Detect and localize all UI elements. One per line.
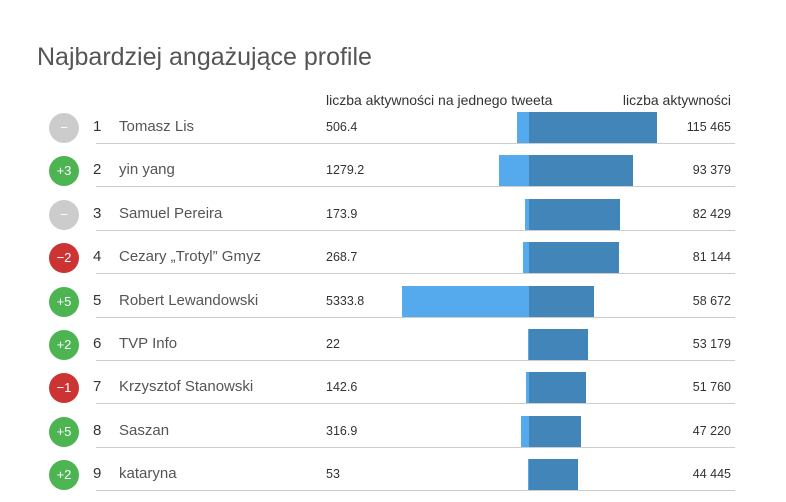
per-tweet-value: 5333.8 bbox=[326, 293, 365, 308]
total-bar bbox=[529, 242, 619, 275]
profile-name: Tomasz Lis bbox=[119, 118, 195, 135]
rank-change-badge: − bbox=[49, 113, 79, 143]
table-row: +5 8 Saszan 316.9 47 220 bbox=[0, 415, 786, 459]
per-tweet-bar bbox=[525, 372, 529, 405]
total-value: 81 144 bbox=[692, 250, 731, 265]
row-divider bbox=[96, 273, 735, 275]
rank-change-badge: −2 bbox=[49, 243, 79, 274]
per-tweet-bar bbox=[528, 329, 529, 361]
row-divider bbox=[96, 490, 735, 492]
per-tweet-bar bbox=[498, 155, 529, 188]
column-header-per-tweet: liczba aktywności na jednego tweeta bbox=[326, 92, 553, 108]
table-row: −2 4 Cezary „Trotyl” Gmyz 268.7 81 144 bbox=[0, 242, 786, 285]
profile-name: Samuel Pereira bbox=[119, 204, 223, 222]
per-tweet-value: 316.9 bbox=[326, 423, 358, 438]
total-bar bbox=[529, 459, 579, 492]
per-tweet-value: 173.9 bbox=[326, 206, 358, 221]
rank-change-badge: −1 bbox=[49, 373, 79, 404]
total-value: 93 379 bbox=[692, 163, 731, 178]
per-tweet-value: 1279.2 bbox=[326, 163, 365, 178]
total-bar bbox=[529, 415, 582, 448]
rank-number: 2 bbox=[93, 161, 102, 179]
total-value: 115 465 bbox=[686, 120, 731, 134]
profile-name: Saszan bbox=[119, 421, 170, 439]
total-bar bbox=[529, 285, 595, 318]
profile-name: TVP Info bbox=[119, 335, 178, 352]
profile-name: yin yang bbox=[119, 161, 175, 179]
rank-number: 6 bbox=[93, 335, 102, 352]
page-title: Najbardziej angażujące profile bbox=[37, 42, 372, 71]
row-divider bbox=[96, 186, 735, 188]
rank-change-badge: +2 bbox=[49, 330, 79, 360]
per-tweet-value: 142.6 bbox=[326, 380, 358, 395]
table-row: +2 9 kataryna 53 44 445 bbox=[0, 459, 786, 502]
row-divider bbox=[96, 143, 735, 144]
rank-number: 1 bbox=[93, 118, 102, 135]
total-value: 82 429 bbox=[692, 206, 731, 221]
table-row: − 3 Samuel Pereira 173.9 82 429 bbox=[0, 198, 786, 242]
row-divider bbox=[96, 229, 735, 231]
total-bar bbox=[529, 372, 587, 405]
per-tweet-bar bbox=[516, 112, 529, 144]
rank-change-badge: − bbox=[49, 199, 79, 230]
per-tweet-value: 268.7 bbox=[326, 250, 358, 265]
profile-name: kataryna bbox=[119, 465, 177, 483]
row-divider bbox=[96, 403, 735, 405]
rank-number: 7 bbox=[93, 378, 102, 396]
table-row: +5 5 Robert Lewandowski 5333.8 58 672 bbox=[0, 285, 786, 329]
rank-number: 8 bbox=[93, 421, 102, 439]
row-divider bbox=[96, 446, 735, 448]
total-bar bbox=[529, 198, 621, 231]
rank-change-badge: +3 bbox=[49, 156, 79, 187]
rank-number: 3 bbox=[93, 204, 102, 222]
total-value: 51 760 bbox=[692, 380, 731, 395]
profile-name: Cezary „Trotyl” Gmyz bbox=[119, 248, 261, 266]
total-value: 58 672 bbox=[692, 293, 731, 308]
rank-change-badge: +2 bbox=[49, 460, 79, 491]
per-tweet-bar bbox=[522, 242, 529, 275]
per-tweet-value: 506.4 bbox=[326, 120, 358, 134]
rank-number: 5 bbox=[93, 291, 102, 309]
rank-number: 4 bbox=[93, 248, 102, 266]
table-row: +2 6 TVP Info 22 53 179 bbox=[0, 329, 786, 372]
per-tweet-value: 53 bbox=[326, 467, 340, 482]
per-tweet-bar bbox=[521, 415, 529, 448]
row-divider bbox=[96, 316, 735, 318]
rank-change-badge: +5 bbox=[49, 286, 79, 317]
total-value: 53 179 bbox=[692, 337, 731, 351]
profile-name: Krzysztof Stanowski bbox=[119, 378, 254, 396]
table-row: −1 7 Krzysztof Stanowski 142.6 51 760 bbox=[0, 372, 786, 415]
total-bar bbox=[529, 329, 588, 361]
row-divider bbox=[96, 360, 735, 361]
total-value: 47 220 bbox=[692, 423, 731, 438]
table-row: +3 2 yin yang 1279.2 93 379 bbox=[0, 155, 786, 198]
per-tweet-bar bbox=[524, 198, 529, 231]
total-bar bbox=[529, 155, 633, 188]
rank-number: 9 bbox=[93, 465, 102, 483]
per-tweet-bar bbox=[527, 459, 529, 492]
per-tweet-bar bbox=[402, 285, 529, 318]
total-value: 44 445 bbox=[692, 467, 731, 482]
total-bar bbox=[529, 112, 657, 144]
rank-change-badge: +5 bbox=[49, 416, 79, 447]
per-tweet-value: 22 bbox=[326, 337, 340, 351]
column-header-total: liczba aktywności bbox=[622, 92, 731, 108]
profile-name: Robert Lewandowski bbox=[119, 291, 259, 309]
table-row: − 1 Tomasz Lis 506.4 115 465 bbox=[0, 112, 786, 155]
